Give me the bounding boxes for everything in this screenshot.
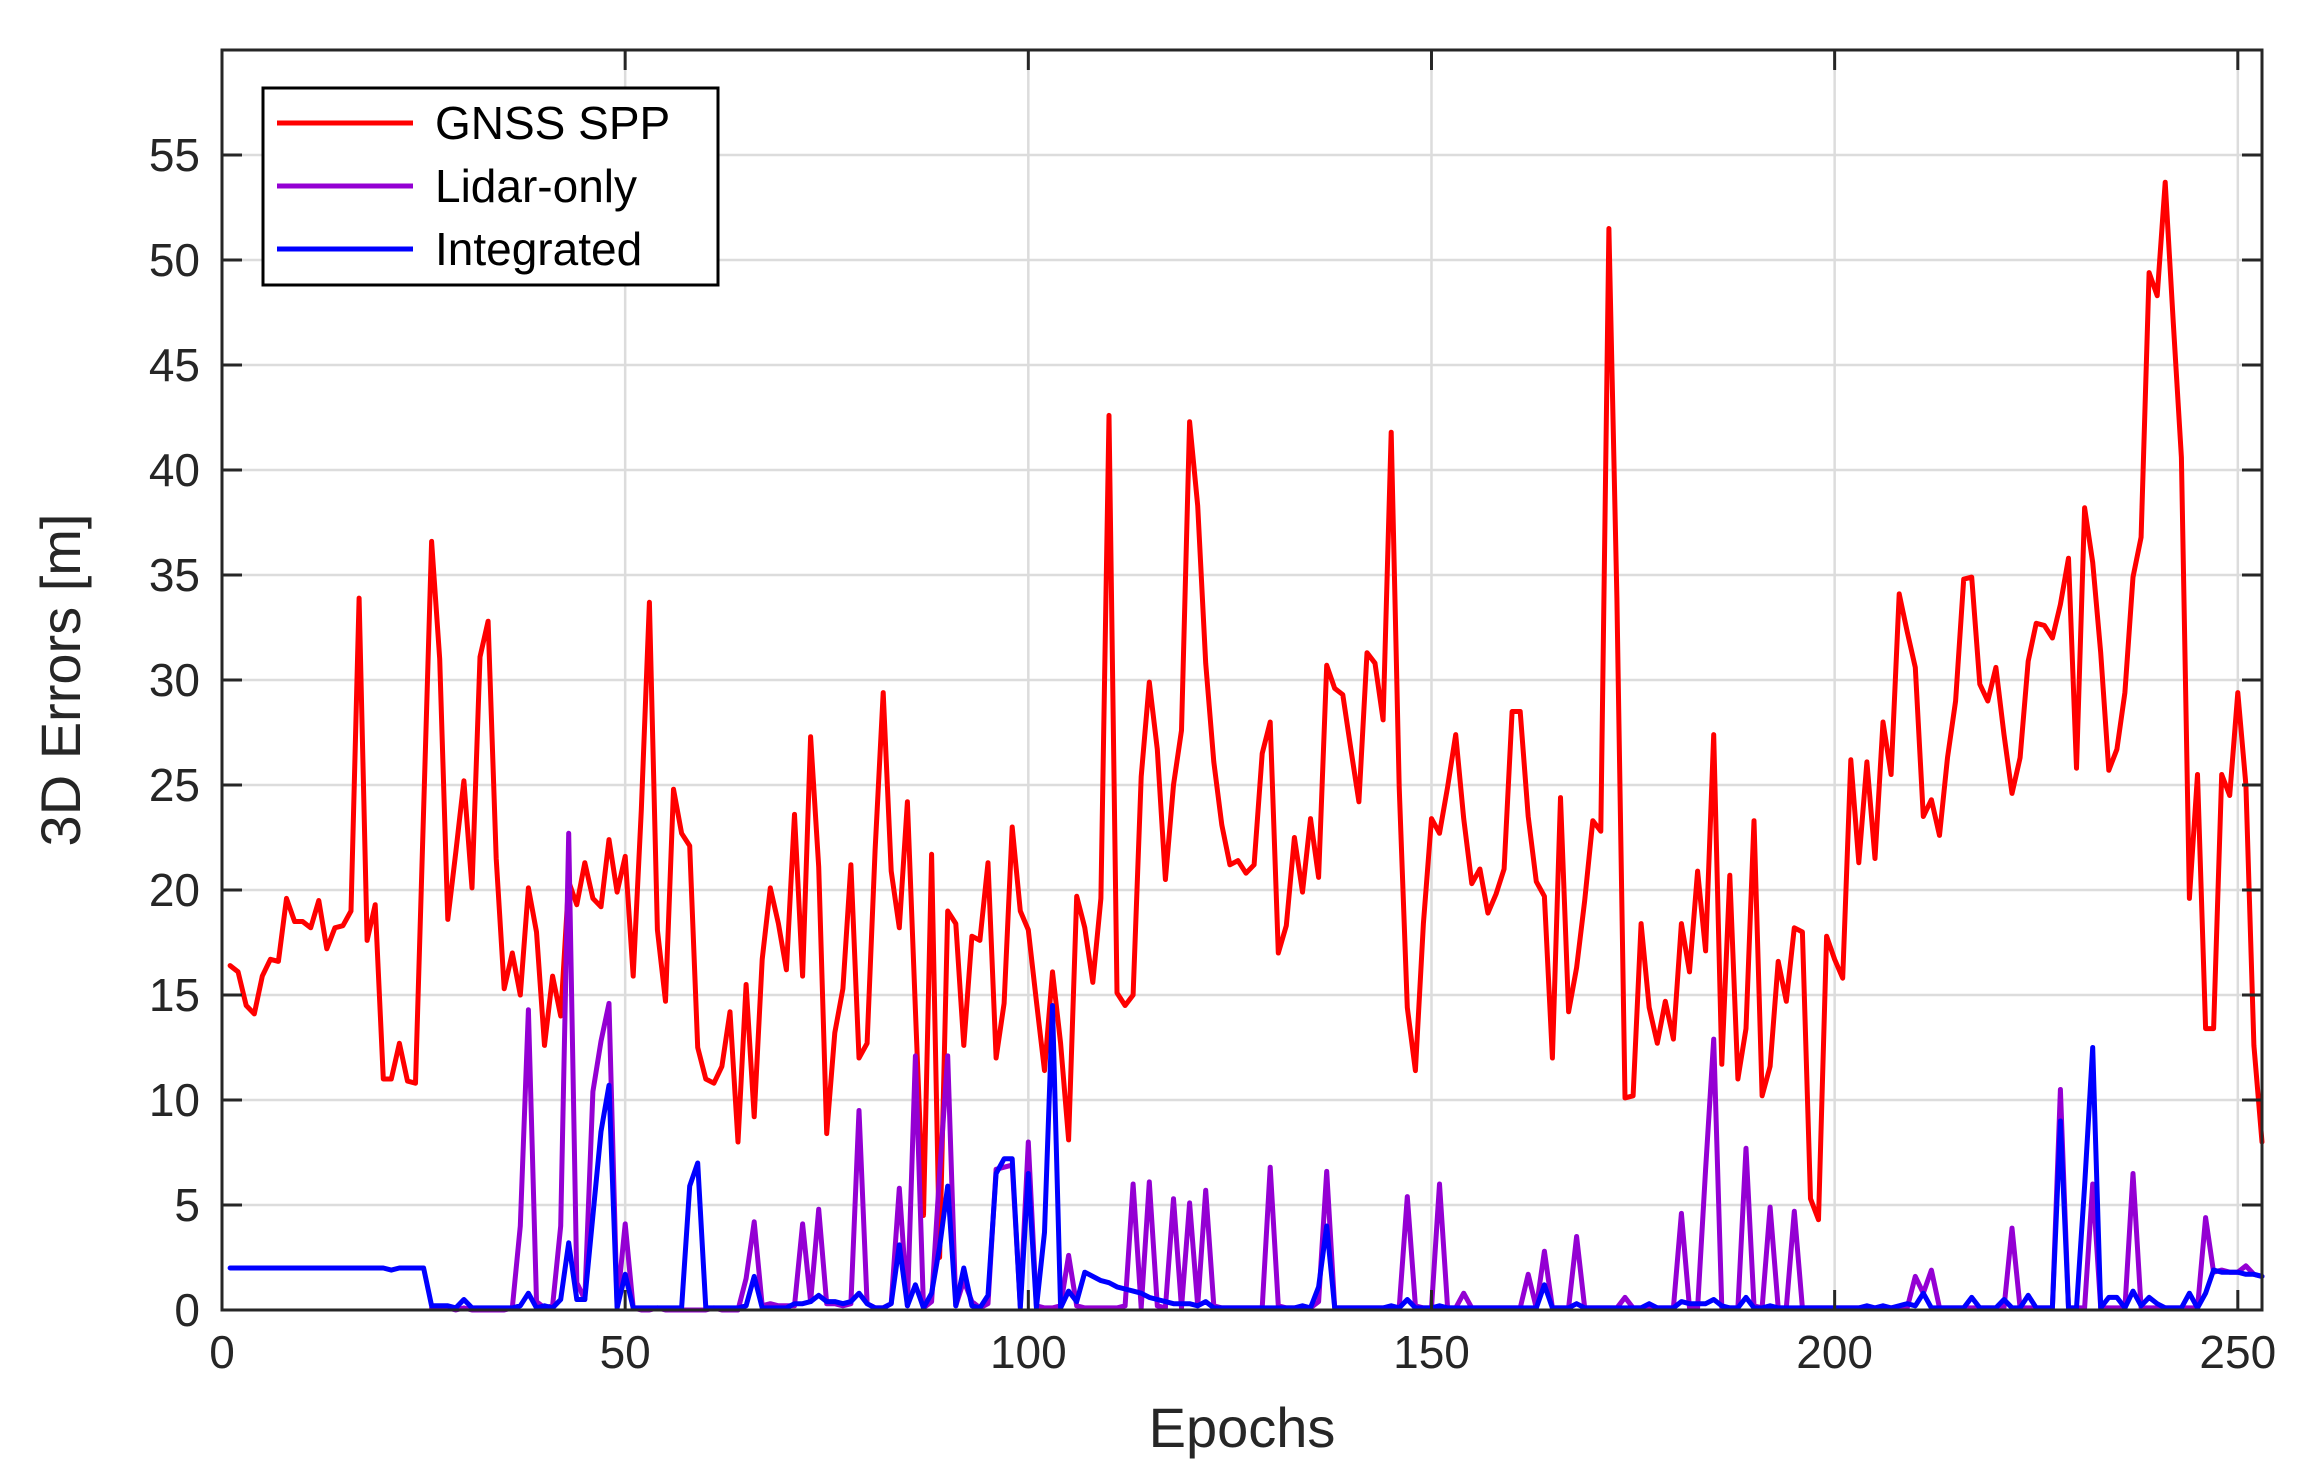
y-tick-label: 35 [149, 549, 200, 601]
x-tick-label: 50 [600, 1326, 651, 1378]
ticks: 0 50 100 150 200 250 0 5 10 15 20 25 30 35 40 45 50 55 [149, 50, 2276, 1378]
y-tick-label: 40 [149, 444, 200, 496]
y-tick-label: 55 [149, 129, 200, 181]
y-tick-label: 50 [149, 234, 200, 286]
x-tick-label: 150 [1393, 1326, 1470, 1378]
y-axis-label: 3D Errors [m] [29, 514, 92, 847]
series-line-integrated [227, 1003, 2265, 1311]
x-tick-label: 200 [1796, 1326, 1873, 1378]
x-tick-label: 0 [209, 1326, 235, 1378]
legend-label-lidar: Lidar-only [435, 160, 637, 212]
series-line-gnss [227, 179, 2265, 1260]
x-tick-label: 100 [990, 1326, 1067, 1378]
legend-label-integrated: Integrated [435, 223, 642, 275]
y-tick-label: 20 [149, 864, 200, 916]
x-axis-label: Epochs [1149, 1396, 1336, 1459]
y-tick-label: 30 [149, 654, 200, 706]
legend-label-gnss: GNSS SPP [435, 97, 670, 149]
y-tick-label: 0 [174, 1284, 200, 1336]
legend: GNSS SPP Lidar-only Integrated [261, 86, 720, 287]
y-tick-label: 45 [149, 339, 200, 391]
y-tick-label: 15 [149, 969, 200, 1021]
y-tick-label: 25 [149, 759, 200, 811]
x-tick-label: 250 [2199, 1326, 2276, 1378]
y-tick-label: 10 [149, 1074, 200, 1126]
y-tick-label: 5 [174, 1179, 200, 1231]
